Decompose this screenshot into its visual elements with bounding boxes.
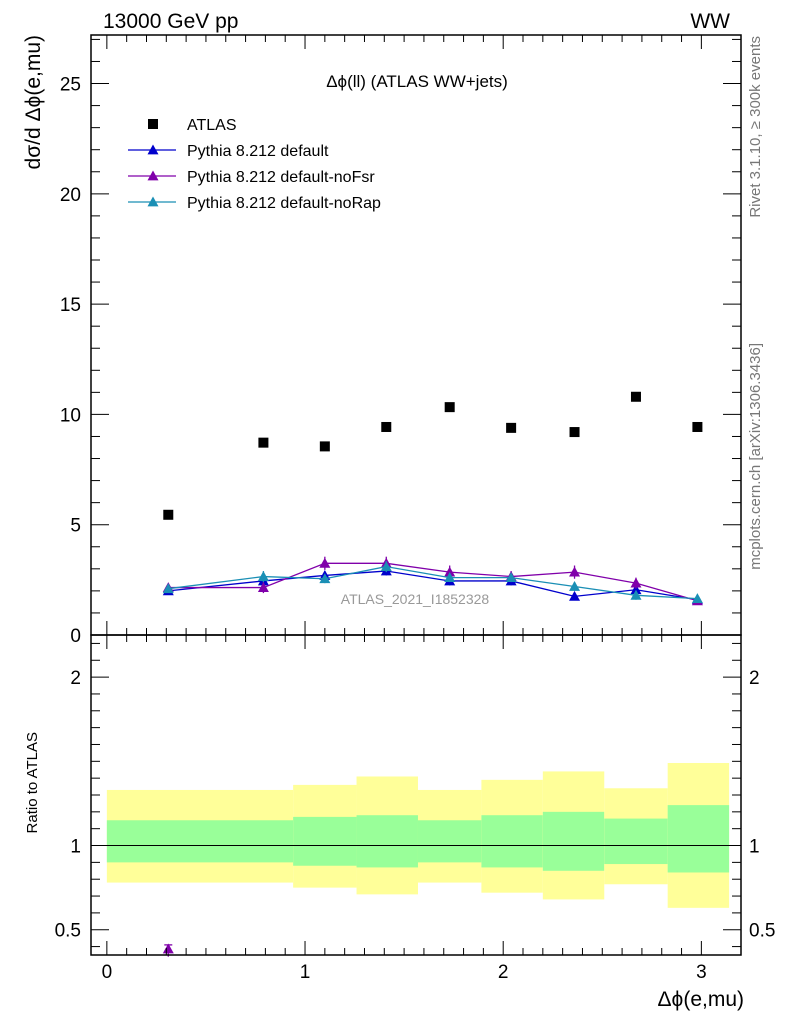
series-point — [147, 170, 159, 181]
ratio-inner-band — [356, 815, 418, 868]
main-series-group — [162, 391, 703, 606]
ratio-axis-ticks: 0.5 0.5 1 1 2 2 0 1 2 3 — [55, 635, 775, 983]
atlas-data-point — [569, 427, 580, 438]
main-plot-area: 0 5 10 15 20 25 ATLAS_2021_I1852328 Δϕ(ll) (A… — [22, 34, 742, 647]
ratio-y-tick-label-right: 2 — [749, 668, 760, 689]
x-axis-label: Δϕ(e,mu) — [658, 988, 744, 1011]
atlas-data-point — [381, 421, 392, 432]
legend-label: Pythia 8.212 default-noRap — [187, 195, 381, 212]
series-point — [569, 566, 581, 577]
series-point — [691, 593, 703, 604]
energy-label: 13000 GeV pp — [103, 10, 238, 33]
watermark-label: ATLAS_2021_I1852328 — [341, 591, 490, 607]
legend-item: Pythia 8.212 default-noRap — [128, 195, 381, 212]
legend-marker — [148, 119, 158, 129]
main-title: Δϕ(ll) (ATLAS WW+jets) — [326, 72, 508, 91]
main-y-tick-label: 10 — [60, 405, 81, 426]
series-point — [147, 196, 159, 207]
ratio-bands — [106, 763, 730, 908]
series-point — [257, 571, 269, 581]
series-point — [319, 573, 331, 584]
main-y-tick-label: 15 — [60, 295, 81, 316]
legend-item: Pythia 8.212 default-noFsr — [128, 169, 375, 186]
x-tick-label: 0 — [102, 962, 113, 983]
series-point — [162, 943, 174, 954]
x-tick-label: 2 — [498, 962, 509, 983]
series-point — [257, 582, 269, 592]
atlas-data-point — [692, 421, 703, 432]
atlas-data-point — [319, 441, 330, 452]
series-point — [630, 584, 642, 595]
atlas-data-point — [630, 391, 641, 402]
legend-label: Pythia 8.212 default — [187, 143, 329, 160]
legend-item: Pythia 8.212 default — [128, 143, 329, 160]
atlas-data-point — [506, 422, 517, 433]
legend: ATLAS Pythia 8.212 default Pythia 8.212 de… — [128, 117, 381, 212]
process-label: WW — [690, 10, 730, 33]
series-point — [162, 583, 174, 594]
series-point — [630, 589, 642, 600]
series-point — [444, 566, 456, 577]
ratio-y-tick-label-right: 1 — [749, 837, 760, 858]
main-y-axis-label: dσ/d Δϕ(e,mu) — [22, 35, 45, 169]
ratio-y-tick-label: 1 — [70, 837, 81, 858]
main-axis-ticks: 0 5 10 15 20 25 — [60, 35, 741, 647]
ratio-inner-band — [604, 818, 668, 865]
ratio-inner-band — [106, 820, 294, 863]
atlas-data-point — [258, 437, 269, 448]
ratio-y-axis-label: Ratio to ATLAS — [24, 732, 41, 833]
legend-item: ATLAS — [148, 117, 237, 134]
atlas-data-point — [444, 402, 455, 413]
ratio-frame — [90, 634, 742, 956]
x-tick-label: 3 — [696, 962, 707, 983]
ratio-inner-band — [667, 805, 730, 873]
main-y-tick-label: 5 — [70, 516, 81, 537]
main-y-tick-label: 20 — [60, 185, 81, 206]
main-y-tick-label: 25 — [60, 75, 81, 96]
ratio-inner-band — [481, 815, 543, 868]
main-y-tick-label: 0 — [70, 626, 81, 647]
series-3 — [162, 561, 703, 604]
ratio-inner-band — [417, 820, 482, 863]
ratio-inner-band — [293, 816, 357, 866]
series-point — [569, 590, 581, 601]
series-point — [444, 572, 456, 583]
series-point — [630, 577, 642, 588]
rivet-label: Rivet 3.1.10, ≥ 300k events — [747, 36, 764, 218]
atlas-data-point — [163, 509, 174, 520]
series-point — [569, 580, 581, 591]
mcplots-label: mcplots.cern.ch [arXiv:1306.3436] — [747, 343, 764, 570]
ratio-y-tick-label-right: 0.5 — [749, 921, 775, 942]
ratio-plot-area: 0.5 0.5 1 1 2 2 0 1 2 3 Ratio to ATLAS Δϕ(e,mu) — [24, 634, 775, 1011]
ratio-inner-band — [542, 811, 605, 871]
ratio-y-tick-label: 0.5 — [55, 921, 81, 942]
series-point — [319, 557, 331, 568]
series-point — [147, 144, 159, 155]
ratio-y-tick-label: 2 — [70, 668, 81, 689]
legend-label: Pythia 8.212 default-noFsr — [187, 169, 375, 186]
series-point — [380, 561, 392, 572]
series-0 — [163, 391, 703, 520]
series-point — [505, 572, 517, 583]
x-tick-label: 1 — [300, 962, 311, 983]
legend-label: ATLAS — [187, 117, 237, 134]
